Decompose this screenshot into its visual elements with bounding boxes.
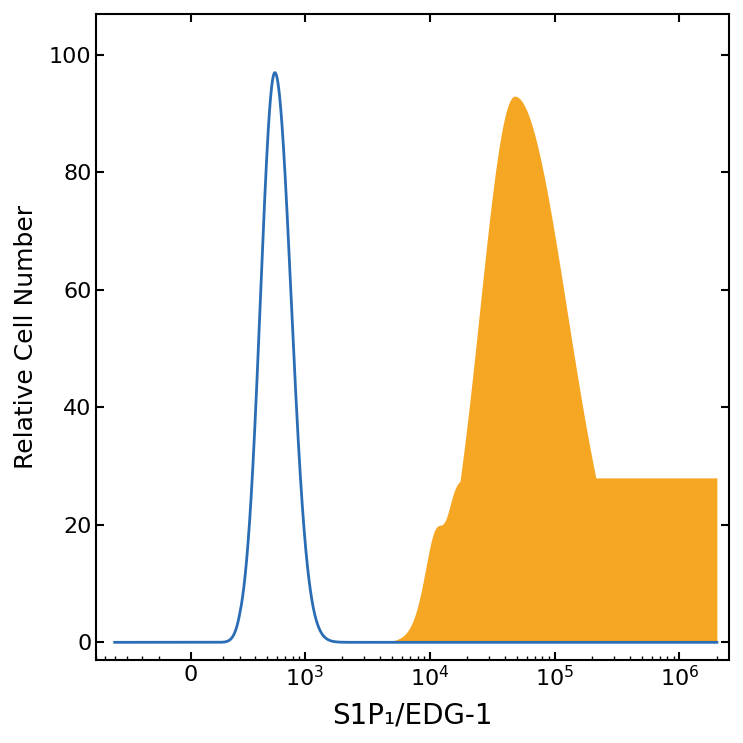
X-axis label: S1P₁/EDG-1: S1P₁/EDG-1 [333, 701, 493, 729]
Y-axis label: Relative Cell Number: Relative Cell Number [14, 205, 38, 469]
